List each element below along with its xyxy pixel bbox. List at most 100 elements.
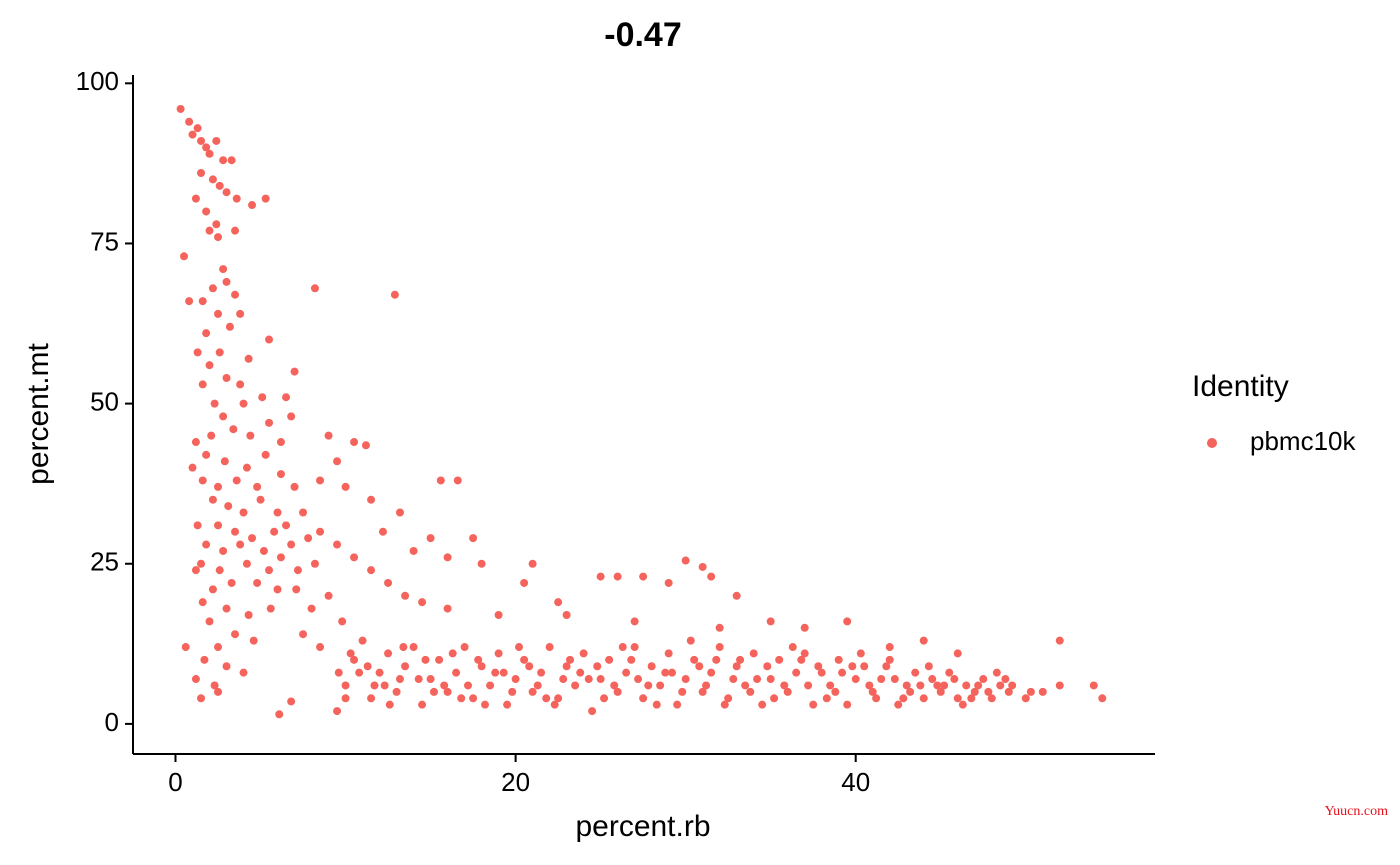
point	[707, 668, 716, 677]
point	[220, 457, 229, 466]
point	[191, 194, 200, 203]
point	[562, 662, 571, 671]
point	[219, 265, 228, 274]
point	[248, 201, 257, 210]
point	[222, 188, 231, 197]
point	[690, 655, 699, 664]
point	[214, 482, 223, 491]
point	[287, 540, 296, 549]
point	[346, 649, 355, 658]
chart-title: -0.47	[604, 16, 682, 54]
y-tick-label: 75	[90, 226, 119, 256]
point	[698, 687, 707, 696]
point	[275, 710, 284, 719]
point	[593, 662, 602, 671]
point	[355, 668, 364, 677]
point	[681, 556, 690, 565]
point	[838, 668, 847, 677]
point	[244, 354, 253, 363]
point	[503, 700, 512, 709]
point	[324, 591, 333, 600]
point	[499, 668, 508, 677]
point	[395, 508, 404, 517]
point	[341, 482, 350, 491]
point	[176, 104, 185, 113]
point	[868, 687, 877, 696]
point	[310, 284, 319, 293]
point	[707, 572, 716, 581]
point	[749, 649, 758, 658]
point	[375, 668, 384, 677]
point	[436, 476, 445, 485]
point	[193, 124, 202, 133]
point	[202, 540, 211, 549]
point	[639, 572, 648, 581]
point	[310, 559, 319, 568]
point	[197, 136, 206, 145]
point	[409, 643, 418, 652]
point	[287, 697, 296, 706]
x-axis-title: percent.rb	[575, 810, 710, 843]
point	[222, 662, 231, 671]
point	[673, 700, 682, 709]
point	[307, 604, 316, 613]
point	[215, 566, 224, 575]
point	[205, 617, 214, 626]
point	[950, 675, 959, 684]
point	[924, 662, 933, 671]
point	[384, 578, 393, 587]
point	[916, 681, 925, 690]
point	[443, 553, 452, 562]
point	[215, 181, 224, 190]
point	[919, 636, 928, 645]
point	[702, 681, 711, 690]
point	[265, 566, 274, 575]
point	[363, 662, 372, 671]
point	[627, 655, 636, 664]
point	[227, 156, 236, 165]
point	[613, 572, 622, 581]
point	[198, 380, 207, 389]
point	[770, 694, 779, 703]
point	[715, 623, 724, 632]
point	[414, 675, 423, 684]
legend-label: pbmc10k	[1250, 426, 1356, 456]
point	[380, 681, 389, 690]
point	[678, 687, 687, 696]
point	[316, 643, 325, 652]
point	[222, 373, 231, 382]
point	[865, 681, 874, 690]
point	[299, 508, 308, 517]
point	[809, 700, 818, 709]
point	[200, 655, 209, 664]
point	[202, 207, 211, 216]
point	[287, 412, 296, 421]
point	[477, 662, 486, 671]
point	[210, 399, 219, 408]
point	[333, 457, 342, 466]
point	[443, 687, 452, 696]
point	[712, 655, 721, 664]
point	[630, 643, 639, 652]
point	[207, 431, 216, 440]
point	[664, 649, 673, 658]
point	[185, 117, 194, 126]
point	[212, 136, 221, 145]
y-tick-label: 25	[90, 547, 119, 577]
point	[542, 694, 551, 703]
point	[212, 220, 221, 229]
point	[1089, 681, 1098, 690]
point	[290, 482, 299, 491]
point	[746, 687, 755, 696]
point	[276, 553, 285, 562]
point	[261, 450, 270, 459]
point	[987, 694, 996, 703]
point	[469, 694, 478, 703]
point	[736, 655, 745, 664]
point	[804, 681, 813, 690]
point	[324, 431, 333, 440]
point	[537, 668, 546, 677]
point	[1001, 675, 1010, 684]
point	[421, 655, 430, 664]
point	[486, 681, 495, 690]
